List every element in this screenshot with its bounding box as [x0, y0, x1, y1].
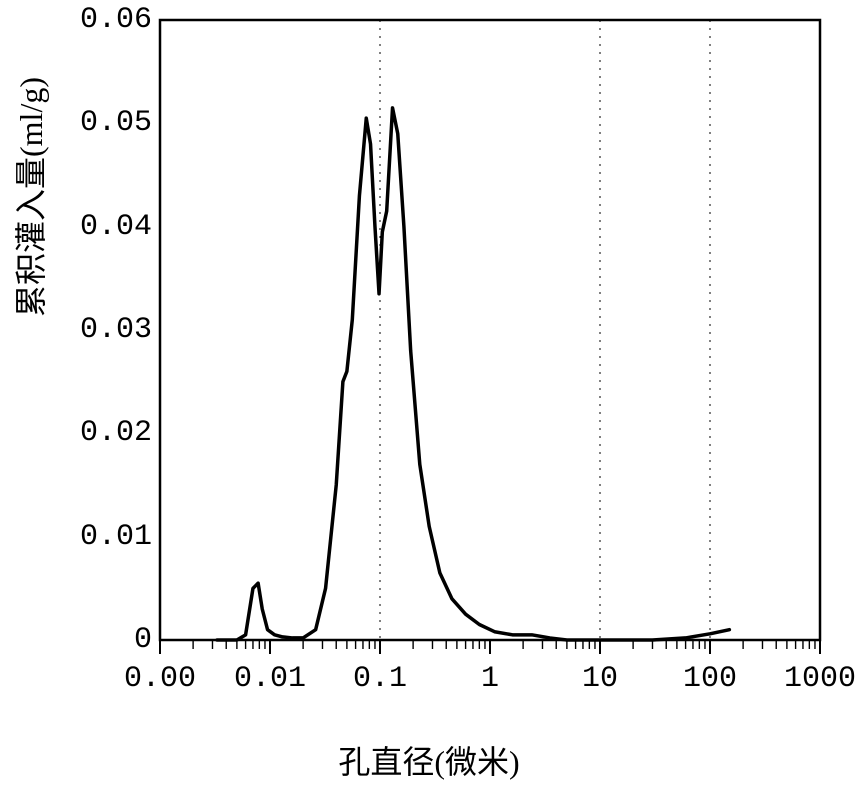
plot-border	[160, 20, 820, 640]
data-series-line	[217, 108, 729, 640]
chart-container: 累积灌入量(ml/g) 孔直径(微米) 00.010.020.030.040.0…	[0, 0, 858, 801]
plot-area	[0, 0, 858, 801]
